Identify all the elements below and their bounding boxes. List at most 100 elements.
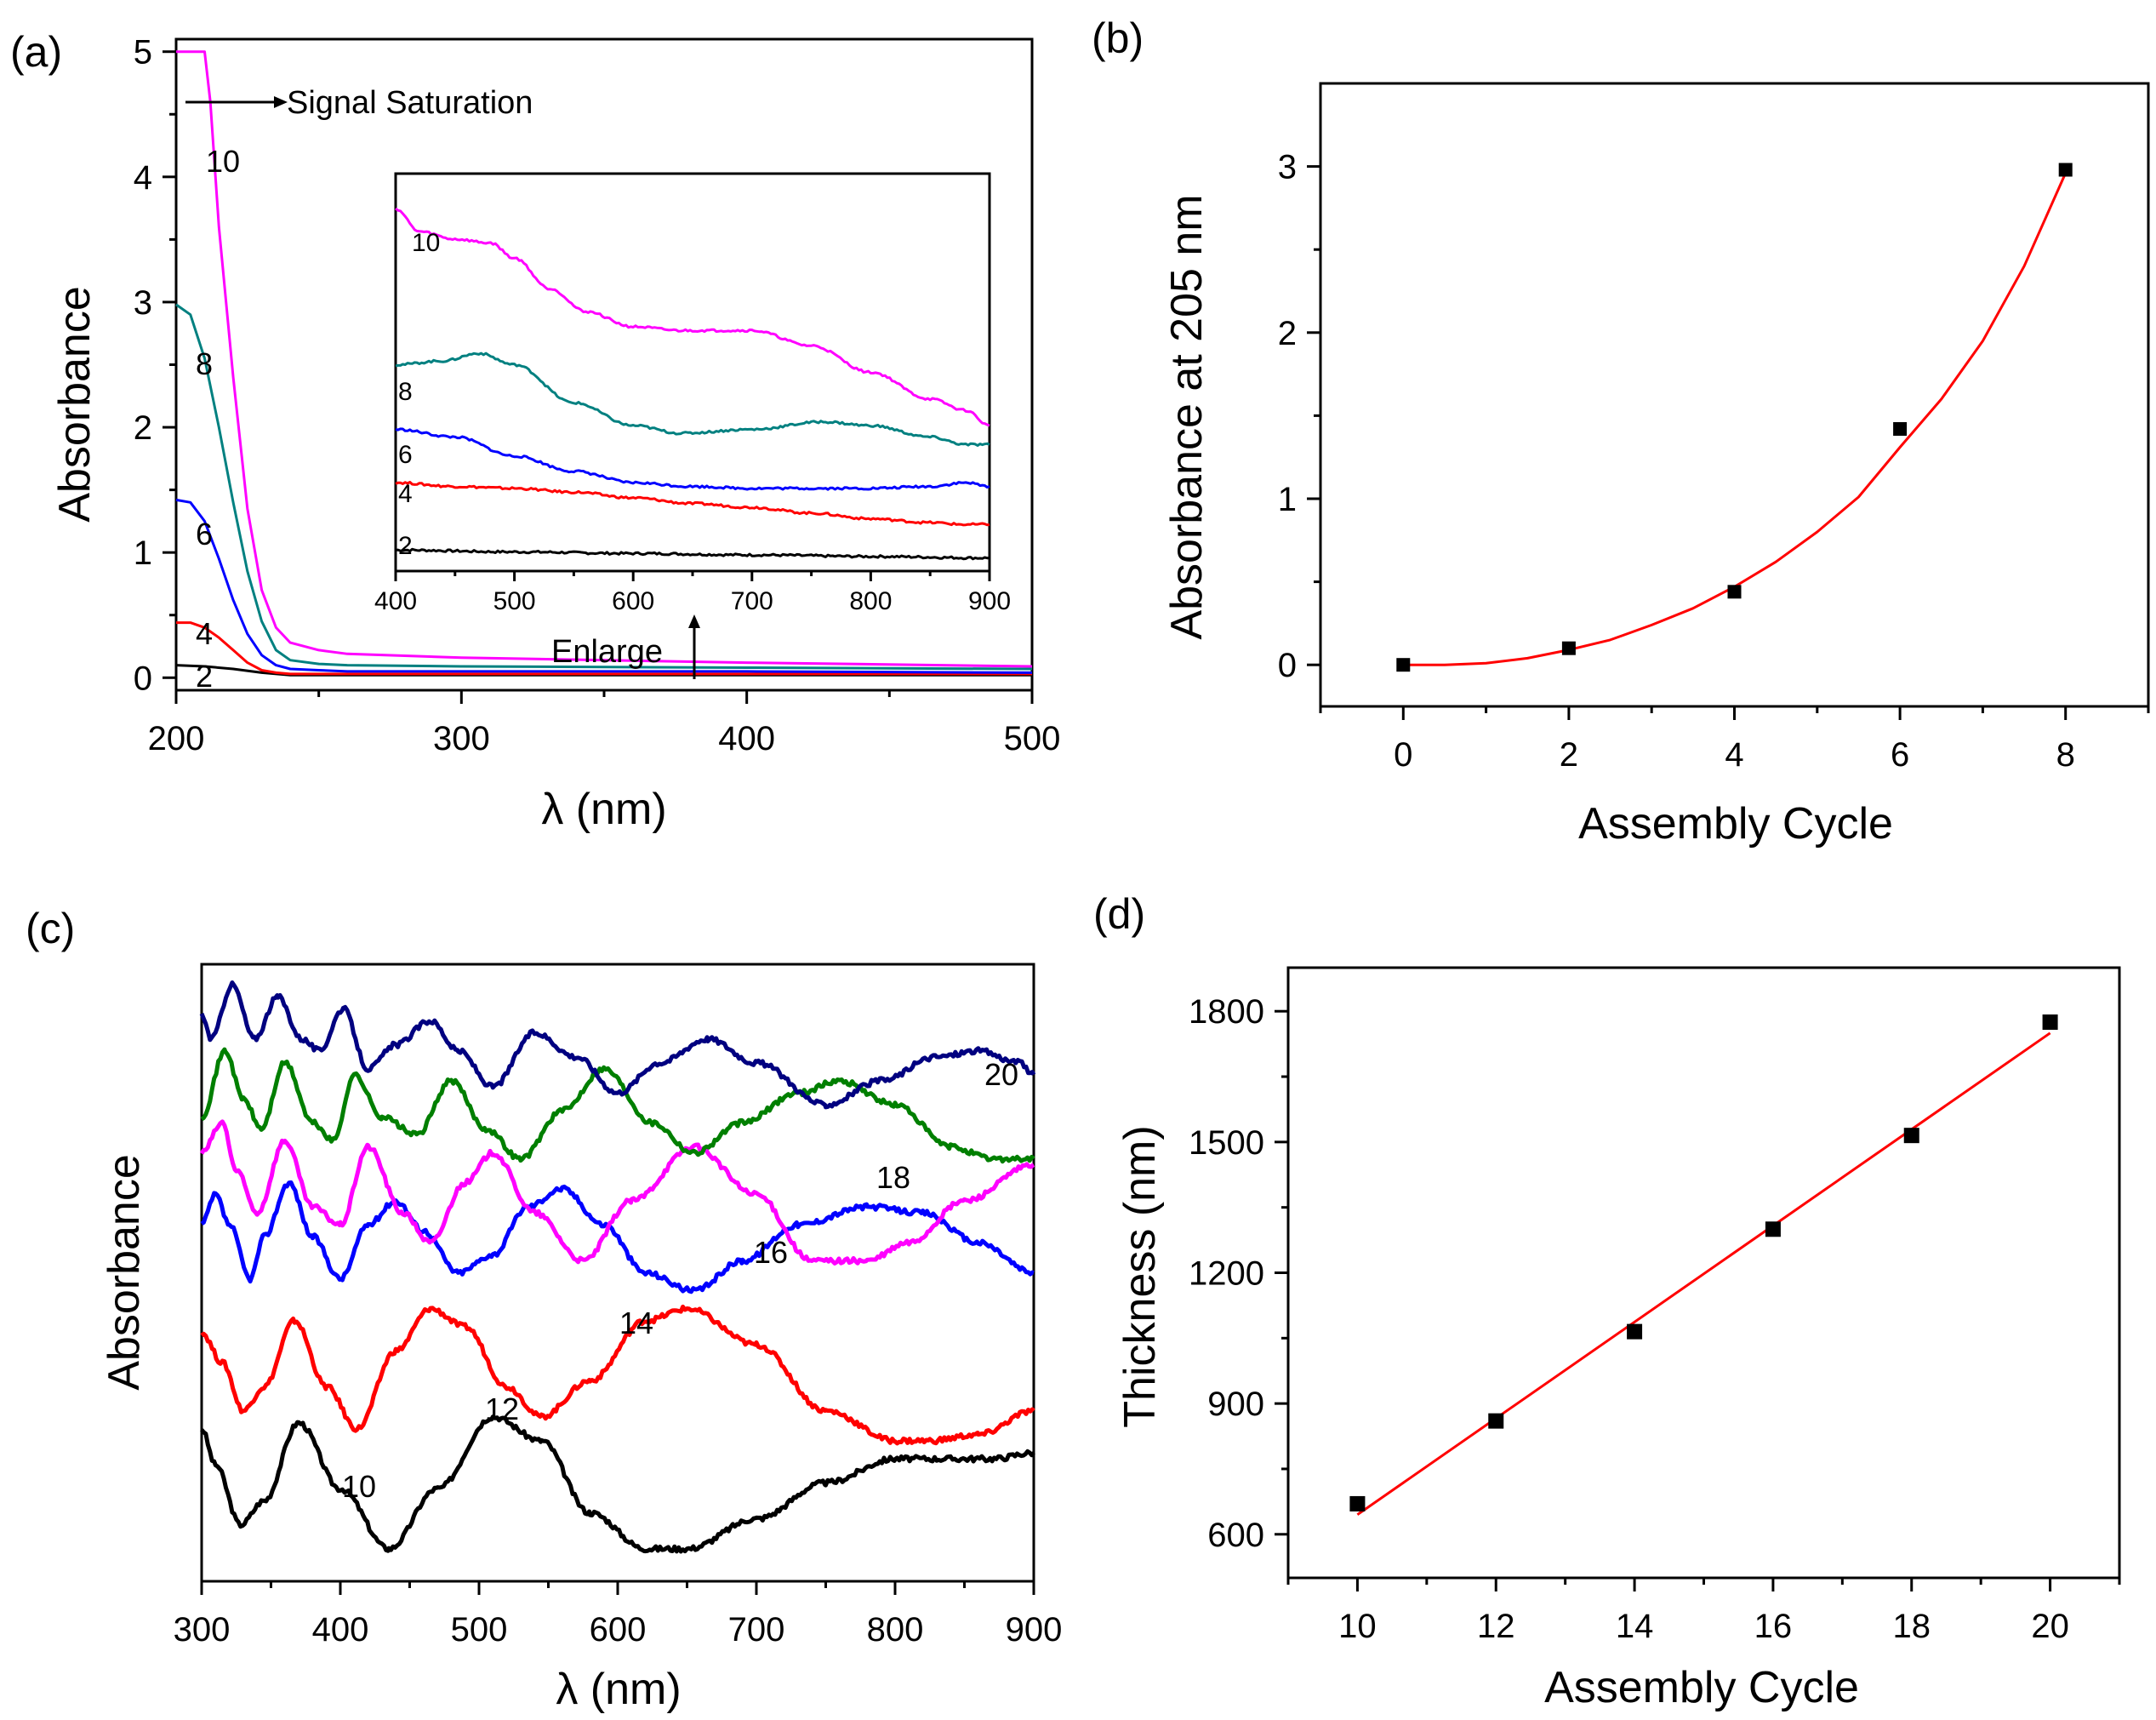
panel-b-x-tick-label: 8 — [2056, 736, 2075, 774]
panel-d-y-tick-label: 1500 — [1189, 1124, 1264, 1162]
panel-a-saturation-annotation: Signal Saturation — [287, 85, 533, 121]
panel-a-inset-x-tick-label: 900 — [968, 587, 1011, 615]
panel-c-curve-label-20: 20 — [984, 1057, 1018, 1092]
panel-d-data-point — [1488, 1413, 1504, 1429]
panel-c-curve-label-16: 16 — [754, 1235, 788, 1270]
panel-d-y-tick-label: 1200 — [1189, 1255, 1264, 1293]
panel-a-curve-label-6: 6 — [196, 517, 213, 551]
panel-a-plot-frame — [174, 37, 1034, 692]
panel-a-series-10 — [176, 50, 1033, 668]
panel-c-series-20 — [199, 980, 1036, 1110]
panel-a-enlarge-arrowhead — [688, 614, 700, 628]
panel-a-ticks: 200 300 400 500 0 1 2 3 4 5 — [134, 34, 1061, 757]
panel-c-curve-label-10: 10 — [342, 1469, 376, 1504]
panel-a-inset-x-tick-label: 800 — [849, 587, 892, 615]
panel-b-data-point — [1561, 641, 1576, 655]
panel-d-points — [1349, 1014, 2058, 1511]
panel-d-x-tick-label: 10 — [1338, 1608, 1377, 1645]
panel-d-data-point — [1903, 1128, 1919, 1144]
panel-b-x-axis-label: Assembly Cycle — [1578, 799, 1893, 849]
panel-b-x-tick-label: 4 — [1725, 736, 1743, 774]
panel-a-inset-curve-label-2: 2 — [398, 532, 413, 560]
panel-d-data-point — [2042, 1014, 2058, 1031]
panel-a-label: (a) — [10, 28, 62, 76]
panel-a-x-tick-label: 200 — [148, 720, 205, 757]
panel-c-x-tick-label: 900 — [1006, 1611, 1063, 1649]
panel-d-y-tick-label: 1800 — [1189, 993, 1264, 1031]
panel-a: (a) 200 300 400 500 0 1 2 3 4 5 λ (nm) Absorbance… — [10, 28, 1060, 834]
panel-a-series-4 — [176, 621, 1032, 676]
panel-b-x-tick-label: 0 — [1394, 736, 1412, 774]
panel-d-ticks: 10 12 14 16 18 20 600 900 1200 1500 1800 — [1189, 993, 2121, 1645]
panel-a-y-tick-label: 1 — [134, 534, 152, 572]
panel-c-curve-label-18: 18 — [876, 1160, 910, 1195]
panel-b-data-point — [1727, 585, 1742, 599]
panel-b-points — [1396, 163, 2073, 672]
panel-a-x-axis-label: λ (nm) — [541, 785, 666, 834]
panel-c-x-tick-label: 400 — [312, 1611, 369, 1649]
panel-a-x-tick-label: 400 — [718, 720, 775, 757]
panel-c-curves — [199, 980, 1036, 1554]
panel-c-ticks: 300 400 500 600 700 800 900 — [174, 1581, 1063, 1649]
panel-a-y-tick-label: 3 — [134, 284, 152, 322]
panel-c-curve-label-14: 14 — [619, 1306, 653, 1340]
panel-a-inset-frame — [394, 172, 991, 573]
panel-d-fit — [1356, 1031, 2051, 1516]
panel-b-y-tick-label: 3 — [1278, 149, 1297, 186]
panel-c-x-tick-label: 300 — [174, 1611, 231, 1649]
panel-a-inset-series-2 — [395, 547, 990, 561]
panel-c: (c) 300 400 500 600 700 800 900 λ (nm) Absorba… — [26, 905, 1062, 1714]
panel-b-label: (b) — [1092, 14, 1144, 62]
panel-a-y-tick-label: 4 — [134, 159, 152, 197]
panel-d-y-axis-label: Thickness (nm) — [1115, 1125, 1165, 1427]
panel-a-inset-ticks: 400 500 600 700 800 900 — [374, 571, 1011, 615]
panel-c-x-tick-label: 600 — [590, 1611, 647, 1649]
panel-d-x-tick-label: 20 — [2031, 1608, 2069, 1645]
panel-a-inset-curve-label-4: 4 — [398, 480, 413, 508]
panel-b-x-tick-label: 6 — [1891, 736, 1909, 774]
panel-a-inset-curve-label-10: 10 — [412, 229, 440, 257]
panel-a-inset-series-8 — [395, 351, 990, 447]
panel-c-plot-frame — [200, 963, 1035, 1583]
panel-c-x-tick-label: 800 — [867, 1611, 924, 1649]
panel-d-y-tick-label: 900 — [1207, 1386, 1264, 1423]
panel-b-x-tick-label: 2 — [1560, 736, 1578, 774]
panel-c-series-14 — [200, 1180, 1035, 1294]
panel-b-plot-frame — [1319, 82, 2150, 708]
panel-a-curve-label-10: 10 — [206, 144, 240, 179]
panel-a-inset-series-10 — [395, 207, 990, 427]
panel-d-x-tick-label: 14 — [1616, 1608, 1654, 1645]
panel-a-y-tick-label: 5 — [134, 34, 152, 71]
panel-a-curve-label-2: 2 — [196, 659, 213, 694]
panel-a-x-tick-label: 500 — [1004, 720, 1061, 757]
panel-a-y-axis-label: Absorbance — [50, 286, 100, 523]
panel-c-x-tick-label: 700 — [728, 1611, 785, 1649]
panel-c-series-10 — [200, 1414, 1035, 1554]
panel-a-series-6 — [175, 498, 1033, 674]
panel-a-inset-x-tick-label: 600 — [612, 587, 654, 615]
panel-a-inset-x-tick-label: 400 — [374, 587, 417, 615]
panel-b-data-point — [2058, 163, 2073, 177]
panel-d-label: (d) — [1093, 890, 1145, 938]
panel-a-inset-curves — [395, 207, 990, 561]
panel-d-y-tick-label: 600 — [1207, 1517, 1264, 1554]
panel-b: (b) 0 2 4 6 8 0 1 2 3 Assembly Cycle Absorbance … — [1092, 14, 2150, 849]
panel-a-curve-label-8: 8 — [196, 346, 213, 381]
panel-b-y-tick-label: 0 — [1278, 647, 1297, 684]
panel-a-inset-x-tick-label: 700 — [731, 587, 773, 615]
panel-a-series-8 — [175, 303, 1033, 671]
panel-b-data-point — [1893, 422, 1908, 437]
panel-d: (d) 10 12 14 16 18 20 600 900 1200 1500 1800 Assem… — [1093, 890, 2121, 1712]
panel-a-inset-series-4 — [395, 481, 990, 527]
panel-a-inset: 400 500 600 700 800 900 10 8 6 4 2 — [374, 172, 1011, 615]
panel-d-x-tick-label: 16 — [1754, 1608, 1793, 1645]
panel-c-x-axis-label: λ (nm) — [556, 1665, 681, 1714]
panel-b-y-tick-label: 2 — [1278, 315, 1297, 352]
panel-c-label: (c) — [26, 905, 75, 952]
panel-b-data-point — [1396, 658, 1411, 672]
panel-a-inset-curve-label-8: 8 — [398, 378, 413, 406]
panel-d-data-point — [1627, 1323, 1643, 1340]
panel-a-inset-curve-label-6: 6 — [398, 441, 413, 469]
panel-a-inset-x-tick-label: 500 — [493, 587, 536, 615]
